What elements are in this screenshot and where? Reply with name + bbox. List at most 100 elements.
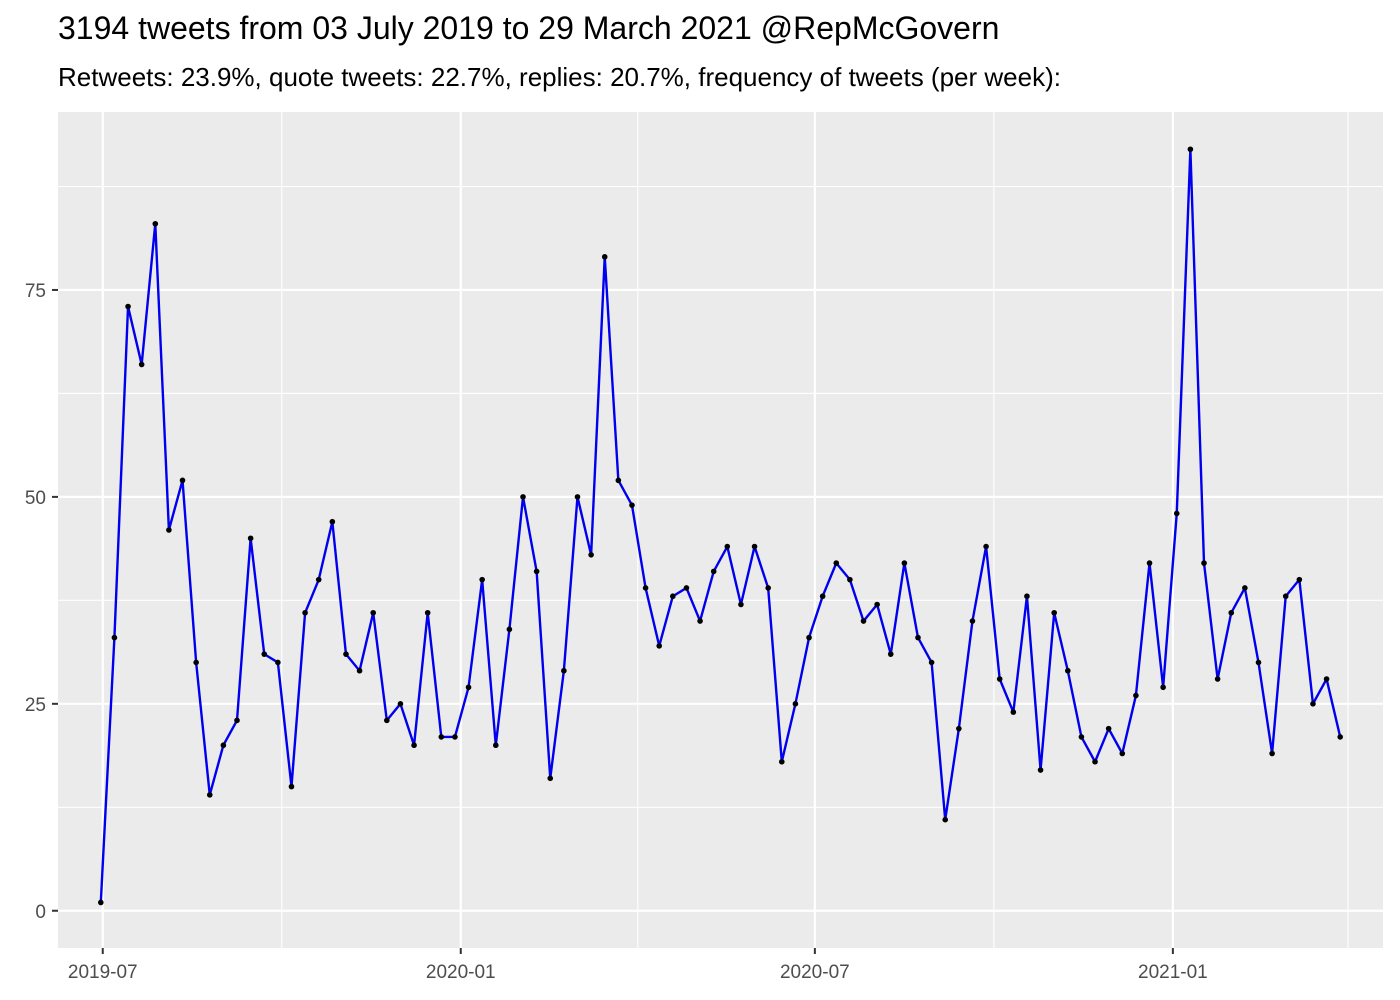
data-point [1119, 750, 1126, 757]
data-point [1255, 659, 1262, 666]
data-point [384, 717, 390, 724]
data-point [98, 899, 104, 906]
data-point [928, 659, 935, 666]
data-point [1160, 684, 1166, 691]
data-point [492, 742, 499, 749]
data-point [220, 742, 227, 749]
data-point [1282, 593, 1289, 600]
x-tick-label: 2020-07 [780, 962, 850, 983]
axis-ticks [52, 288, 1174, 954]
data-point [629, 502, 635, 508]
x-tick-label: 2020-01 [426, 962, 496, 983]
data-point [765, 585, 771, 591]
data-point [1133, 692, 1139, 699]
major-gridlines [58, 112, 1383, 948]
data-point [520, 494, 526, 500]
data-point [1051, 609, 1057, 616]
data-point [370, 609, 377, 616]
data-point [819, 593, 826, 600]
data-point [1010, 709, 1017, 715]
data-point [234, 717, 240, 724]
data-point [1092, 758, 1098, 765]
data-point [179, 477, 186, 484]
points-layer [98, 146, 1343, 906]
data-point [806, 634, 812, 641]
y-tick-label: 75 [25, 281, 46, 302]
data-point [847, 576, 853, 583]
data-point [983, 543, 989, 550]
data-point [1337, 734, 1343, 740]
axis-tick-labels: 0 25 50 75 2019-07 2020-01 2020-07 2021-01 [25, 281, 1208, 983]
data-point [315, 576, 322, 583]
data-point [942, 816, 949, 823]
minor-gridlines [58, 112, 1383, 948]
data-point [887, 651, 894, 657]
data-point [329, 518, 336, 525]
data-point [1269, 750, 1275, 757]
data-point [969, 618, 976, 624]
data-point [574, 494, 581, 500]
data-point [615, 477, 622, 484]
data-point [710, 568, 717, 575]
x-tick-label: 2019-07 [68, 962, 138, 983]
data-point [152, 220, 159, 227]
data-point [956, 725, 962, 732]
data-point [138, 361, 145, 368]
data-point [302, 609, 308, 616]
data-point [1105, 725, 1112, 732]
data-point [1187, 146, 1194, 153]
data-point [1228, 609, 1235, 616]
data-point [506, 626, 513, 633]
data-point [833, 560, 840, 566]
data-point [561, 667, 567, 674]
data-point [1024, 593, 1030, 600]
data-point [670, 593, 676, 600]
data-point [547, 775, 554, 782]
data-point [166, 527, 172, 533]
data-point [683, 585, 690, 591]
data-point [411, 742, 417, 749]
data-point [1173, 510, 1180, 517]
data-point [1310, 701, 1316, 707]
data-point [356, 667, 363, 674]
data-point [247, 535, 254, 542]
data-point [601, 254, 608, 260]
data-point [111, 634, 118, 641]
series-line [99, 148, 1342, 903]
data-point [792, 701, 799, 707]
series-layer [99, 148, 1342, 903]
data-point [1078, 734, 1085, 740]
x-tick-label: 2021-01 [1138, 962, 1208, 983]
data-point [288, 783, 295, 790]
data-point [1242, 585, 1248, 591]
data-point [1323, 676, 1330, 682]
data-point [642, 585, 649, 591]
data-point [778, 758, 785, 765]
data-point [206, 792, 213, 798]
chart-subtitle: Retweets: 23.9%, quote tweets: 22.7%, re… [58, 62, 1061, 92]
data-point [424, 609, 431, 616]
data-point [996, 676, 1003, 682]
data-point [533, 568, 540, 575]
data-point [479, 576, 485, 583]
data-point [452, 734, 458, 740]
data-point [1201, 560, 1207, 566]
data-point [751, 543, 758, 550]
data-point [1146, 560, 1153, 566]
data-point [1296, 576, 1303, 583]
data-point [343, 651, 349, 657]
data-point [588, 552, 594, 558]
data-point [1065, 667, 1071, 674]
data-point [193, 659, 199, 666]
data-point [901, 560, 908, 566]
data-point [465, 684, 472, 691]
data-point [915, 634, 921, 641]
data-point [125, 303, 131, 310]
data-point [397, 701, 404, 707]
data-point [697, 618, 703, 624]
data-point [874, 601, 880, 608]
data-point [1214, 676, 1221, 682]
data-point [1037, 767, 1044, 773]
y-tick-label: 50 [25, 488, 46, 509]
